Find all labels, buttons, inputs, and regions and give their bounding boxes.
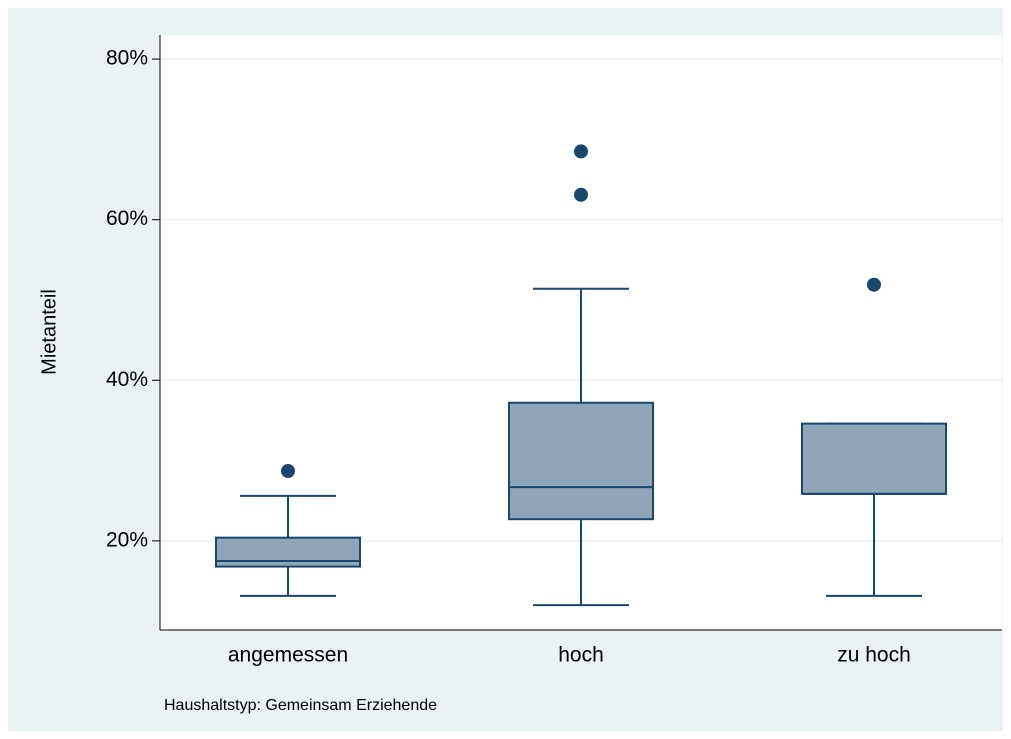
box bbox=[801, 422, 947, 495]
y-axis-label: Mietanteil bbox=[38, 289, 60, 375]
x-tick-label: hoch bbox=[558, 644, 604, 667]
outlier bbox=[574, 187, 588, 202]
box bbox=[508, 401, 654, 521]
outlier bbox=[867, 277, 881, 292]
y-tick-label: 60% bbox=[106, 207, 148, 230]
note: Haushaltstyp: Gemeinsam Erziehende bbox=[164, 697, 437, 714]
x-tick-label: zu hoch bbox=[837, 644, 911, 667]
outlier bbox=[281, 464, 295, 479]
box bbox=[215, 536, 361, 568]
x-tick-label: angemessen bbox=[228, 644, 348, 667]
y-tick-label: 20% bbox=[106, 528, 148, 551]
outlier bbox=[574, 144, 588, 159]
y-tick-label: 40% bbox=[106, 368, 148, 391]
y-tick-label: 80% bbox=[106, 47, 148, 70]
